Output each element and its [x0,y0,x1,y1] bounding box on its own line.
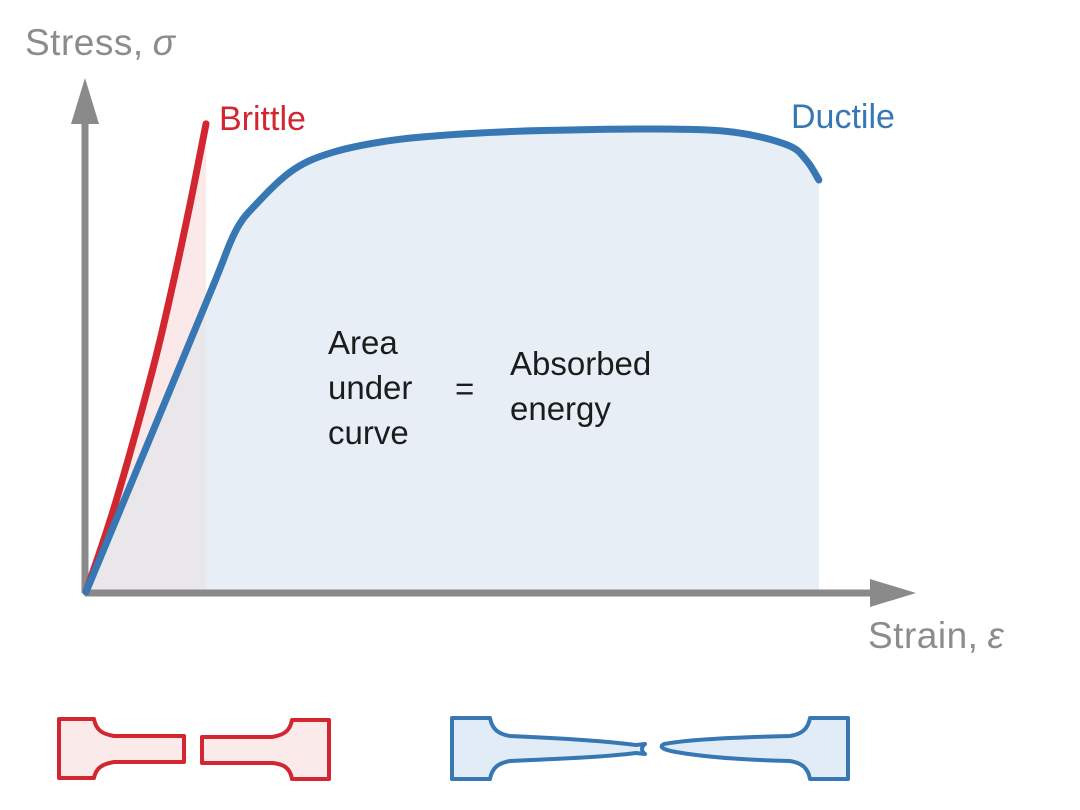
x-axis-arrowhead-icon [870,579,916,607]
ductile-curve-label: Ductile [791,98,895,136]
area-under-curve-annotation: Area under curve = Absorbed energy [328,320,748,470]
annotation-rhs: Absorbed energy [510,345,652,427]
x-axis [85,579,916,607]
ductile-curve [82,125,823,596]
brittle-specimen-icon [57,717,331,781]
annotation-lhs: Area under curve [328,324,413,451]
overlap-area-fill [86,302,207,592]
y-axis [71,78,99,593]
ductile-specimen-icon [450,716,850,781]
ductile-specimen-left-half [450,716,647,781]
x-axis-label-text: Strain, [868,615,979,656]
y-axis-label: Stress, σ [25,22,175,64]
brittle-curve [82,120,210,596]
y-axis-arrowhead-icon [71,78,99,124]
brittle-curve-label: Brittle [219,100,306,138]
sigma-symbol: σ [152,22,176,63]
ductile-specimen-right-half [659,716,850,781]
brittle-specimen-right-half [200,718,331,781]
annotation-equals: = [455,370,475,407]
ductile-area-fill [86,128,819,592]
epsilon-symbol: ε [987,615,1005,656]
x-axis-label: Strain, ε [868,615,1004,657]
brittle-specimen-left-half [57,717,186,780]
y-axis-label-text: Stress, [25,22,144,63]
